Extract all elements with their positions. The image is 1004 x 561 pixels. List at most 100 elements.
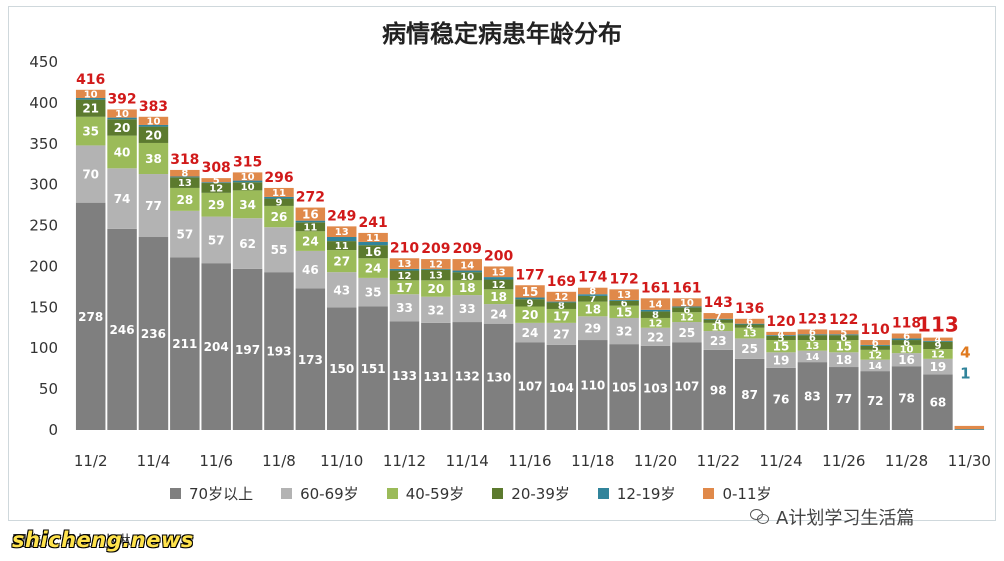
bar-segment [860, 371, 890, 430]
bar-segment [734, 324, 765, 328]
total-label: 210 [390, 240, 419, 256]
x-tick-label: 11/2 [74, 452, 108, 470]
bar-segment [578, 287, 608, 295]
segment-label: 70 [82, 168, 99, 182]
segment-label: 151 [361, 362, 386, 376]
segment-label: 57 [176, 228, 193, 242]
bar-segment [515, 285, 545, 298]
segment-label: 133 [392, 369, 417, 383]
segment-label: 18 [490, 290, 507, 304]
bar-segment [546, 301, 577, 303]
bar-segment [703, 349, 734, 430]
bar-segment [766, 367, 796, 430]
segment-label: 278 [78, 310, 103, 324]
x-tick-label: 11/12 [383, 452, 426, 470]
bar-segment [515, 322, 545, 343]
bar-segment [358, 232, 388, 242]
segment-label: 246 [110, 323, 135, 337]
bar-segment [326, 226, 357, 238]
bar-segment [107, 228, 137, 430]
bar-segment [609, 300, 639, 306]
bar-segment [672, 307, 702, 313]
bar-segment [609, 299, 639, 301]
bar-segment [138, 116, 169, 125]
bar-segment [734, 318, 765, 324]
segment-label: 14 [649, 300, 663, 311]
bar-segment [797, 362, 828, 430]
legend-label: 12-19岁 [616, 485, 676, 503]
segment-label: 15 [522, 285, 539, 299]
segment-label: 5 [213, 176, 220, 187]
segment-label: 10 [241, 182, 255, 193]
bar-segment [546, 308, 577, 323]
segment-label: 12 [680, 313, 694, 324]
total-label: 200 [484, 248, 513, 264]
segment-label: 38 [145, 152, 162, 166]
segment-label: 104 [549, 381, 574, 395]
bar-segment [452, 272, 482, 281]
segment-label: 34 [239, 198, 256, 212]
bar-segment [295, 220, 326, 223]
bar-segment [483, 289, 514, 305]
segment-label: 150 [329, 362, 354, 376]
bar-segment [232, 172, 263, 181]
segment-label: 43 [333, 283, 350, 297]
segment-label: 107 [517, 380, 542, 394]
bar-segment [483, 277, 514, 280]
segment-label: 12 [649, 318, 663, 329]
segment-label: 76 [773, 392, 790, 406]
bar-segment [201, 263, 231, 430]
segment-label: 9 [934, 341, 941, 352]
bar-segment [766, 331, 796, 336]
segment-label: 32 [428, 303, 445, 317]
segment-label: 32 [616, 325, 633, 339]
bar-segment [891, 366, 922, 430]
bar-segment [923, 341, 953, 350]
segment-label: 6 [809, 327, 816, 338]
total-label: 161 [641, 280, 670, 296]
segment-label: 131 [423, 370, 448, 384]
segment-label: 98 [710, 383, 727, 397]
y-tick-label: 300 [29, 176, 58, 194]
bar-segment [389, 321, 420, 430]
segment-label: 6 [683, 305, 690, 316]
segment-label: 107 [674, 380, 699, 394]
bar-segment [546, 302, 577, 309]
segment-label: 13 [178, 178, 192, 189]
bar-segment [421, 269, 451, 281]
legend-label: 0-11岁 [722, 485, 772, 503]
bar-segment [421, 268, 451, 270]
total-label: 209 [453, 241, 482, 257]
bar-segment [75, 116, 106, 146]
segment-label: 74 [114, 192, 131, 206]
x-tick-label: 11/28 [885, 452, 928, 470]
segment-label: 10 [900, 345, 914, 356]
x-tick-label: 11/24 [759, 452, 802, 470]
bar-segment [358, 245, 388, 259]
segment-label: 4 [934, 335, 941, 346]
segment-label: 6 [903, 331, 910, 342]
bar-segment [483, 279, 514, 290]
segment-label: 77 [835, 392, 852, 406]
bar-segment [891, 338, 922, 341]
total-label: 241 [358, 215, 387, 231]
legend-item-20-39: 20-39岁 [492, 483, 570, 504]
bar-segment [483, 266, 514, 278]
segment-label: 25 [741, 342, 758, 356]
total-label: 209 [421, 241, 450, 257]
bar-segment [201, 192, 231, 217]
bar-segment [326, 237, 357, 242]
segment-label: 10 [146, 116, 160, 127]
segment-label: 13 [429, 271, 443, 282]
segment-label: 62 [239, 237, 256, 251]
bar-segment [138, 126, 169, 143]
total-label: 383 [139, 99, 168, 115]
total-label: 118 [892, 316, 921, 332]
legend-item-70plus: 70岁以上 [170, 483, 253, 504]
bar-segment [107, 135, 137, 169]
legend-label: 70岁以上 [189, 485, 254, 503]
segment-label: 78 [898, 392, 915, 406]
bar-segment [734, 338, 765, 359]
y-tick-label: 350 [29, 135, 58, 153]
